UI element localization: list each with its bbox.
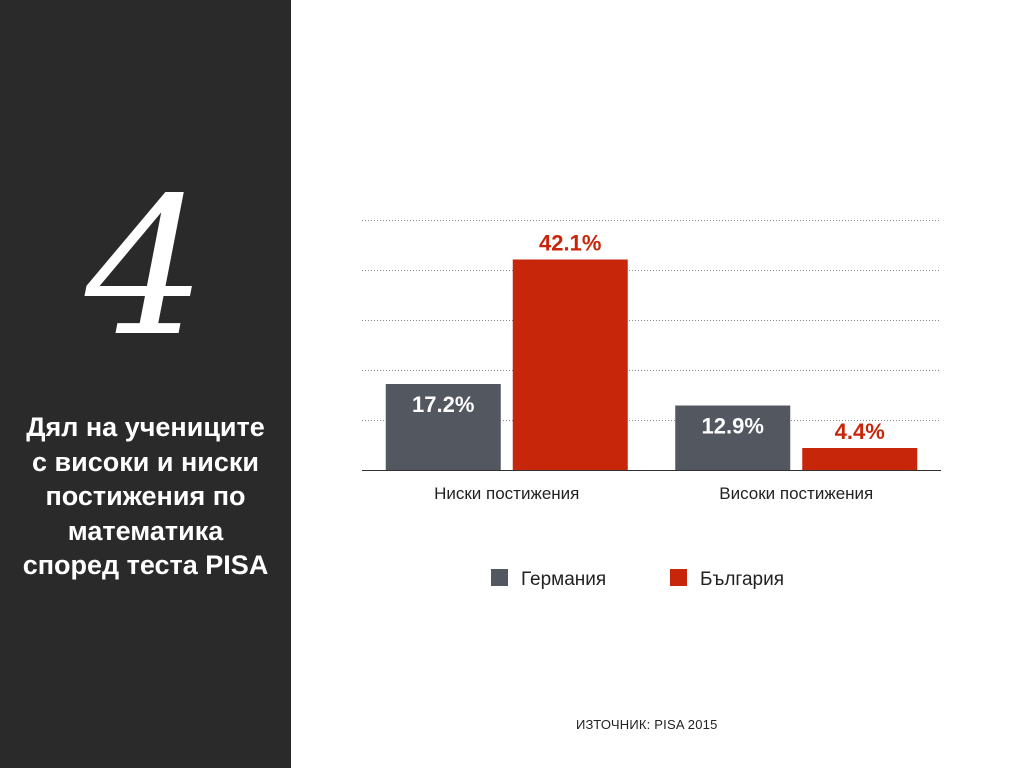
data-label: 42.1% — [539, 231, 601, 256]
bar-bulgaria-1 — [802, 448, 918, 470]
legend-swatch — [491, 569, 508, 586]
sidebar-panel: 4 Дял на учениците с високи и ниски пост… — [0, 0, 291, 768]
legend-label: България — [700, 569, 784, 590]
bar-germany-1 — [675, 405, 791, 470]
slide-number: 4 — [85, 157, 206, 378]
data-label: 17.2% — [412, 392, 474, 417]
legend-label: Германия — [521, 569, 606, 590]
legend-swatch — [670, 569, 687, 586]
category-label: Високи постижения — [719, 484, 873, 503]
category-label: Ниски постижения — [434, 484, 579, 503]
bar-germany-0 — [385, 384, 501, 470]
source-note: ИЗТОЧНИК: PISA 2015 — [576, 717, 718, 732]
chart-category-labels: Ниски постижения Високи постижения — [434, 484, 873, 503]
data-label: 4.4% — [835, 419, 885, 444]
data-label: 12.9% — [702, 414, 764, 439]
chart-legend: Германия България — [491, 569, 784, 590]
chart-bars — [385, 259, 918, 470]
chart-data-labels: 17.2% 42.1% 12.9% 4.4% — [412, 231, 885, 445]
bar-bulgaria-0 — [512, 259, 628, 470]
slide-title: Дял на учениците с високи и ниски постиж… — [22, 412, 269, 580]
